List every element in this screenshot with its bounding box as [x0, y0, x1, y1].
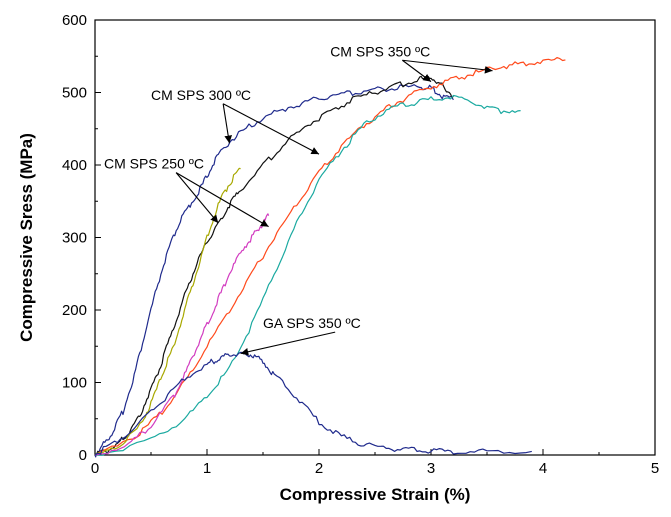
series-line-5: [94, 213, 270, 456]
x-tick-label-2: 2: [315, 460, 323, 477]
x-tick-label-0: 0: [91, 460, 99, 477]
annotation-arrow-2-1: [175, 172, 269, 228]
annotation-arrow-1-1: [222, 103, 320, 155]
annotation-arrow-0-0: [402, 59, 432, 83]
y-tick-label-6: 600: [62, 12, 87, 29]
series-line-3: [94, 94, 521, 456]
annotation-label-0: CM SPS 350 ºC: [330, 43, 430, 59]
y-axis-title: Compressive Sress (MPa): [17, 133, 36, 342]
series-line-6: [94, 350, 532, 456]
y-tick-label-0: 0: [79, 447, 87, 464]
annotation-label-1: CM SPS 300 ºC: [151, 87, 251, 103]
annotation-label-2: CM SPS 250 ºC: [104, 156, 204, 172]
y-tick-label-2: 200: [62, 302, 87, 319]
annotation-arrow-3-0: [240, 331, 336, 356]
y-tick-label-4: 400: [62, 157, 87, 174]
x-tick-label-4: 4: [539, 460, 547, 477]
annotation-label-3: GA SPS 350 ºC: [263, 315, 361, 331]
x-axis-title: Compressive Strain (%): [280, 485, 471, 504]
x-tick-label-5: 5: [651, 460, 659, 477]
series-line-0: [94, 84, 454, 458]
annotation-arrow-1-0: [222, 103, 232, 144]
y-tick-label-1: 100: [62, 375, 87, 392]
y-tick-label-5: 500: [62, 85, 87, 102]
x-tick-label-1: 1: [203, 460, 211, 477]
annotation-arrow-0-1: [402, 59, 493, 74]
series-line-4: [94, 167, 241, 456]
y-tick-label-3: 300: [62, 230, 87, 247]
x-tick-label-3: 3: [427, 460, 435, 477]
annotation-arrow-2-0: [175, 172, 219, 224]
series-line-1: [94, 75, 454, 456]
